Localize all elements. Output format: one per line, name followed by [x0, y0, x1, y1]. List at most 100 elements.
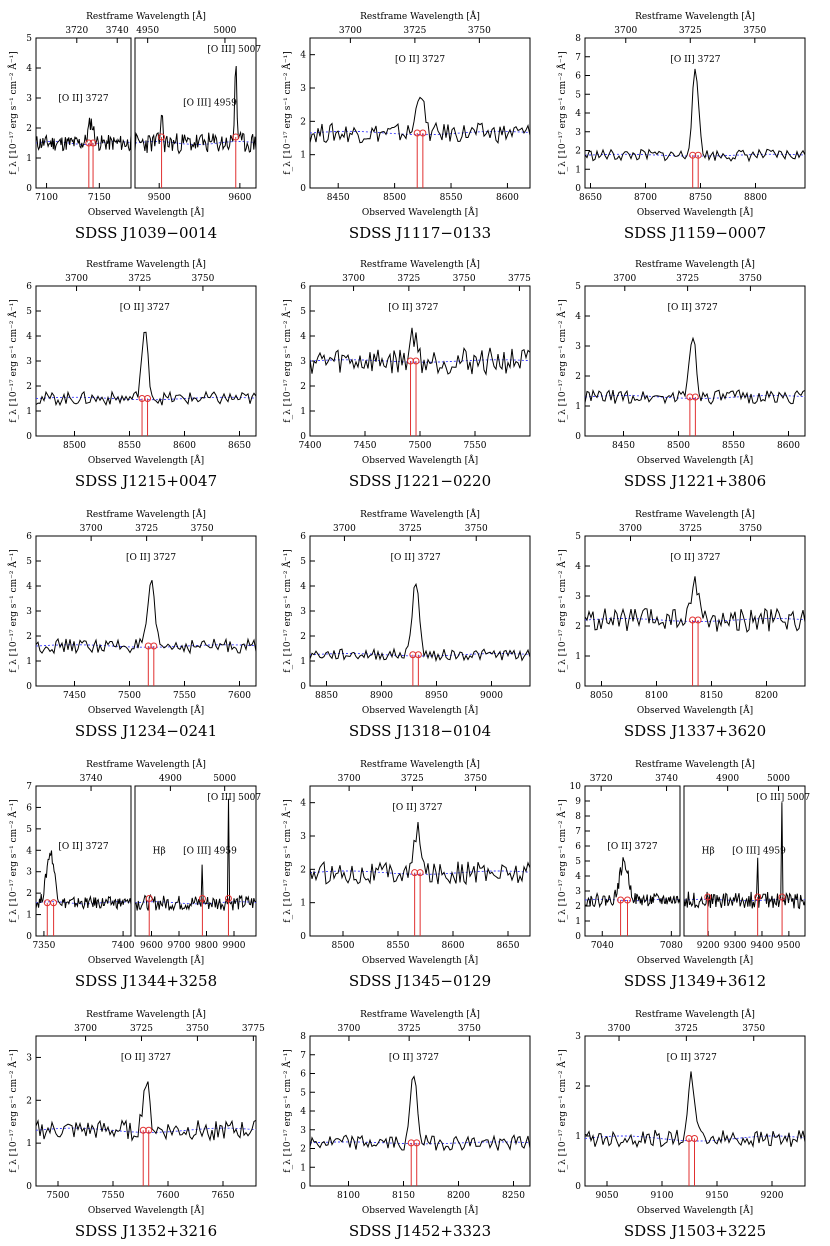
y-tick-label: 5 [300, 557, 306, 567]
rest-tick-label: 3750 [186, 1024, 209, 1034]
line-marker-circle [89, 139, 97, 147]
x-tick-label: 9600 [228, 193, 251, 203]
y-tick-label: 4 [575, 109, 581, 119]
oii-label: [O II] 3727 [58, 94, 108, 104]
spectrum-panel: 0 1 2 3 f_λ [10⁻¹⁷ erg s⁻¹ cm⁻² Å⁻¹] Restfram… [7, 1008, 265, 1216]
x-tick-label: 9100 [651, 1191, 674, 1201]
y-axis-label: f_λ [10⁻¹⁷ erg s⁻¹ cm⁻² Å⁻¹] [281, 299, 293, 422]
axes-frame [134, 785, 257, 937]
panel-title: SDSS J1215+0047 [74, 472, 218, 490]
axes-frame [35, 785, 132, 937]
y-tick-label: 3 [26, 94, 32, 104]
x-top-label: Restframe Wavelength [Å] [360, 758, 480, 770]
x-tick-label: 8250 [502, 1191, 525, 1201]
rest-tick-label: 3725 [399, 524, 422, 534]
y-axis-label: f_λ [10⁻¹⁷ erg s⁻¹ cm⁻² Å⁻¹] [556, 1049, 568, 1172]
spectrum-panel: 0 1 2 3 4 5 f_λ [10⁻¹⁷ erg s⁻¹ cm⁻² Å⁻¹] Restfr… [7, 10, 261, 218]
rest-tick-label: 3750 [453, 274, 476, 284]
spectrum-line [309, 96, 531, 145]
rest-tick-label: 5000 [767, 774, 790, 784]
y-tick-label: 2 [26, 889, 32, 899]
line-marker-circle [232, 133, 240, 141]
x-axis-label: Observed Wavelength [Å] [362, 206, 478, 218]
x-top-label: Restframe Wavelength [Å] [86, 508, 206, 520]
y-tick-label: 1 [575, 652, 581, 662]
line-marker-circle [144, 395, 152, 402]
x-axis-label: Observed Wavelength [Å] [362, 954, 478, 966]
x-tick-label: 9000 [480, 691, 503, 701]
oii-label: [O II] 3727 [395, 55, 445, 65]
rest-tick-label: 3725 [401, 774, 424, 784]
y-tick-label: 4 [300, 582, 306, 592]
oii-label: [O II] 3727 [391, 553, 441, 563]
y-tick-label: 3 [26, 607, 32, 617]
x-axis-label: Observed Wavelength [Å] [362, 704, 478, 716]
oiii4959-label: [O III] 4959 [183, 99, 237, 109]
rest-tick-label: 3720 [590, 774, 613, 784]
y-tick-label: 5 [575, 532, 581, 542]
y-axis-label: f_λ [10⁻¹⁷ erg s⁻¹ cm⁻² Å⁻¹] [281, 549, 293, 672]
y-axis-label: f_λ [10⁻¹⁷ erg s⁻¹ cm⁻² Å⁻¹] [281, 1049, 293, 1172]
x-tick-label: 8800 [744, 193, 767, 203]
y-tick-label: 8 [300, 1032, 306, 1042]
x-tick-label: 7150 [88, 193, 111, 203]
y-tick-label: 4 [300, 332, 306, 342]
x-tick-label: 7450 [63, 691, 86, 701]
spectrum-panel: 0 1 2 3 4 5 6 f_λ [10⁻¹⁷ erg s⁻¹ cm⁻² Å⁻¹] Restf… [7, 258, 257, 466]
y-tick-label: 0 [575, 184, 581, 194]
y-tick-label: 3 [26, 868, 32, 878]
y-tick-label: 6 [300, 1070, 306, 1080]
rest-tick-label: 4950 [136, 26, 159, 36]
oii-label: [O II] 3727 [668, 303, 718, 313]
y-tick-label: 1 [26, 911, 32, 921]
x-top-label: Restframe Wavelength [Å] [360, 508, 480, 520]
x-axis-label: Observed Wavelength [Å] [637, 704, 753, 716]
line-marker-circle [414, 651, 422, 659]
y-tick-label: 4 [575, 312, 581, 322]
rest-tick-label: 5000 [213, 26, 236, 36]
y-tick-label: 8 [575, 34, 581, 44]
y-tick-label: 0 [575, 432, 581, 442]
x-tick-label: 8550 [722, 441, 745, 451]
continuum-line [309, 870, 531, 875]
y-tick-label: 3 [575, 887, 581, 897]
y-tick-label: 1 [26, 154, 32, 164]
y-tick-label: 1 [300, 151, 306, 161]
x-top-label: Restframe Wavelength [Å] [635, 258, 755, 270]
y-axis-label: f_λ [10⁻¹⁷ erg s⁻¹ cm⁻² Å⁻¹] [556, 549, 568, 672]
continuum-line [584, 1135, 806, 1142]
rest-tick-label: 3700 [613, 274, 636, 284]
panel-title: SDSS J1221−0220 [348, 472, 492, 490]
rest-tick-label: 3740 [106, 26, 129, 36]
x-axis-label: Observed Wavelength [Å] [637, 206, 753, 218]
x-tick-label: 7080 [660, 941, 683, 951]
rest-tick-label: 3725 [679, 26, 702, 36]
spectrum-panel: 0 1 2 3 4 5 f_λ [10⁻¹⁷ erg s⁻¹ cm⁻² Å⁻¹] Restfr… [556, 258, 806, 466]
x-tick-label: 9300 [724, 941, 747, 951]
axes-frame [584, 37, 806, 189]
y-tick-label: 1 [300, 1163, 306, 1173]
x-axis-label: Observed Wavelength [Å] [362, 454, 478, 466]
oii-label: [O II] 3727 [126, 553, 176, 563]
y-tick-label: 6 [575, 72, 581, 82]
x-tick-label: 8650 [497, 941, 520, 951]
y-tick-label: 0 [26, 932, 32, 942]
spectrum-line [309, 327, 531, 376]
x-tick-label: 8150 [700, 691, 723, 701]
x-tick-label: 8650 [228, 441, 251, 451]
rest-tick-label: 3750 [191, 524, 214, 534]
y-tick-label: 0 [575, 682, 581, 692]
line-marker-circle [412, 357, 420, 365]
panel-title: SDSS J1344+3258 [74, 972, 218, 990]
y-tick-label: 1 [300, 407, 306, 417]
y-tick-label: 4 [300, 1107, 306, 1117]
spectrum-panel: 0 1 2 3 4 5 6 7 8 f_λ [10⁻¹⁷ erg s⁻¹ cm⁻² Å⁻¹] Res… [556, 10, 806, 218]
rest-tick-label: 4900 [716, 774, 739, 784]
x-tick-label: 8600 [173, 441, 196, 451]
y-tick-label: 3 [575, 1032, 581, 1042]
x-tick-label: 7650 [212, 1191, 235, 1201]
x-tick-label: 7450 [354, 441, 377, 451]
spectrum-line [683, 802, 806, 910]
rest-tick-label: 3700 [614, 26, 637, 36]
